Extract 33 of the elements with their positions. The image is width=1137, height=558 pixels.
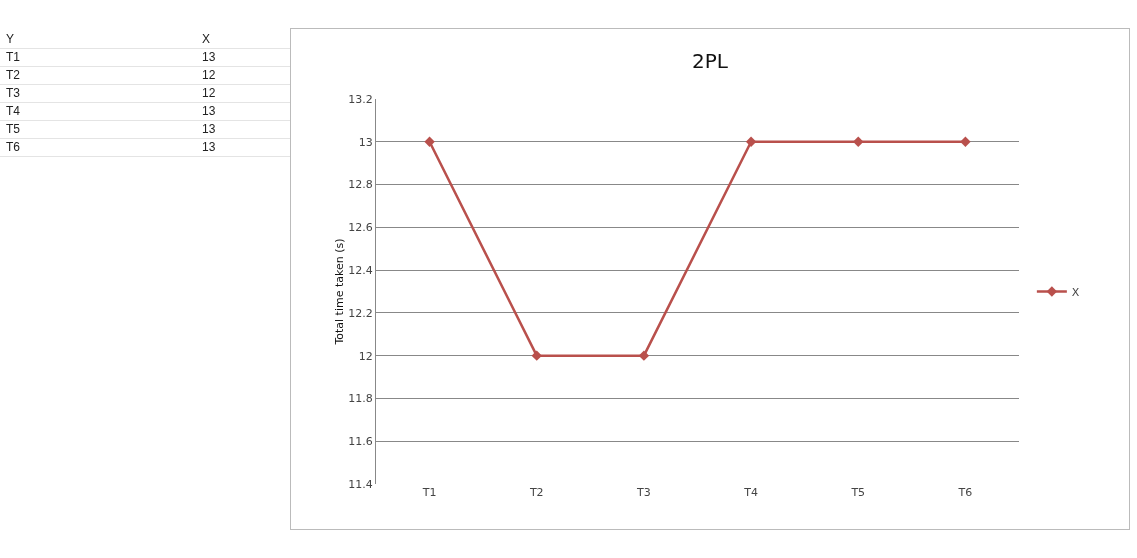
text: T3 <box>0 84 122 102</box>
text: T6 <box>0 138 122 156</box>
x-tick-label: T6 <box>957 486 973 499</box>
y-tick-label: 12.4 <box>348 263 373 277</box>
text: 12 <box>122 66 318 84</box>
x-tick-label: T4 <box>743 486 758 499</box>
text: Y <box>0 30 122 48</box>
x-tick-label: T5 <box>850 486 866 499</box>
y-tick-label: 12.2 <box>348 306 373 320</box>
text: T5 <box>0 120 122 138</box>
text: X <box>122 30 318 48</box>
text: 13 <box>122 102 318 120</box>
y-tick-label: 11.6 <box>348 435 373 449</box>
text: 12 <box>122 84 318 102</box>
x-tick-label: T1 <box>421 486 437 499</box>
text: T4 <box>0 102 122 120</box>
text: 13 <box>122 120 318 138</box>
y-tick-label: 12 <box>358 349 373 363</box>
text: T1 <box>0 48 122 66</box>
y-tick-label: 12.6 <box>348 221 373 235</box>
y-tick-label: 11.8 <box>348 392 373 406</box>
chart-title: 2PL <box>692 49 729 73</box>
legend-label: X <box>1071 285 1080 299</box>
y-tick-label: 13.2 <box>348 92 373 106</box>
x-tick-label: T3 <box>636 486 651 499</box>
text: T2 <box>0 66 122 84</box>
text: 13 <box>122 48 318 66</box>
x-tick-label: T2 <box>528 486 544 499</box>
y-axis-title: Total time taken (s) <box>333 238 347 346</box>
y-tick-label: 12.8 <box>348 178 373 192</box>
text: 13 <box>122 138 318 156</box>
y-tick-label: 13 <box>358 135 373 149</box>
y-tick-label: 11.4 <box>348 477 373 491</box>
